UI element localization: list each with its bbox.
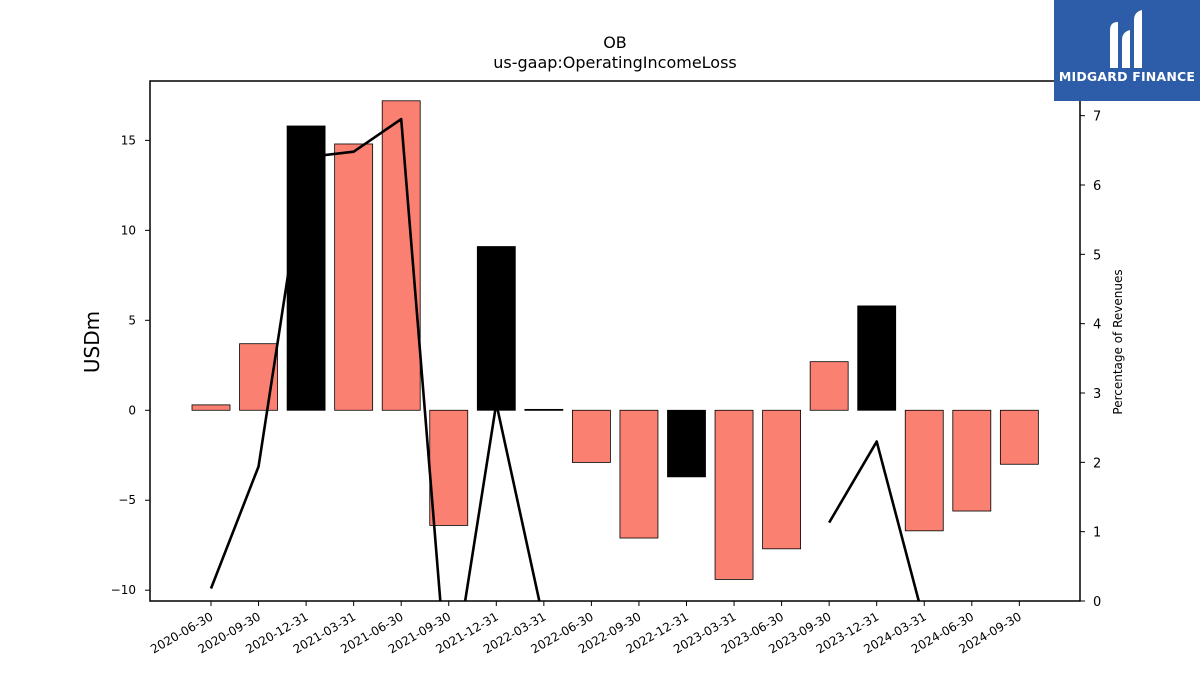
y2-tick-label: 0 — [1093, 595, 1101, 610]
y2-axis-label: Percentage of Revenues — [1111, 269, 1125, 414]
bar — [619, 409, 659, 539]
bar — [524, 408, 564, 411]
bar — [952, 409, 992, 512]
bar — [809, 361, 849, 411]
line-segment — [828, 440, 921, 601]
bar — [476, 246, 516, 411]
logo-mark-icon — [1110, 10, 1142, 68]
y2-tick-label: 4 — [1093, 318, 1101, 333]
bar — [857, 305, 897, 411]
bar — [429, 409, 469, 526]
bar — [286, 125, 326, 411]
bar — [999, 409, 1039, 465]
y2-tick-label: 3 — [1093, 387, 1101, 402]
y-tick-label: −5 — [118, 493, 136, 507]
bar — [714, 409, 754, 580]
bar — [904, 409, 944, 532]
y-tick-label: 15 — [121, 133, 136, 147]
y-tick-label: 10 — [121, 223, 136, 237]
logo-text: MIDGARD FINANCE — [1058, 69, 1196, 84]
y2-tick-label: 5 — [1093, 248, 1101, 263]
bar — [381, 100, 421, 411]
y-tick-label: 5 — [128, 313, 136, 327]
line-series — [209, 117, 921, 601]
y2-tick-label: 2 — [1093, 456, 1101, 471]
bar — [334, 143, 374, 411]
y-tick-label: −10 — [111, 583, 136, 597]
y2-tick-label: 7 — [1093, 110, 1101, 125]
bar — [191, 404, 231, 411]
chart-subtitle: us-gaap:OperatingIncomeLoss — [493, 53, 737, 72]
y2-tick-label: 6 — [1093, 179, 1101, 194]
bar — [762, 409, 801, 550]
bar — [572, 409, 611, 463]
line-segment — [209, 117, 541, 601]
brand-logo: MIDGARD FINANCE — [1054, 0, 1200, 101]
chart-title: OB — [603, 33, 627, 52]
y2-tick-label: 1 — [1093, 526, 1101, 541]
bar — [667, 409, 706, 478]
bar-series — [191, 100, 1039, 580]
plot-frame — [149, 80, 1081, 602]
y-tick-label: 0 — [128, 403, 136, 417]
y-axis-label: USDm — [80, 311, 104, 373]
